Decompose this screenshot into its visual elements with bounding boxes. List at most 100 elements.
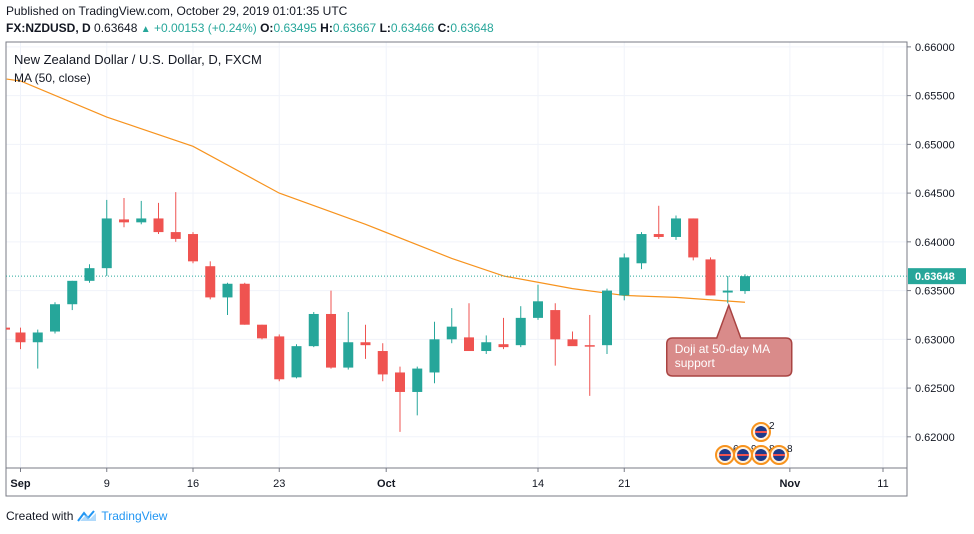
candle[interactable]	[602, 288, 612, 354]
candle-body	[188, 234, 198, 262]
candle[interactable]	[481, 335, 492, 354]
candle[interactable]	[550, 303, 561, 366]
symbol-info-line: FX:NZDUSD, D 0.63648 ▲ +0.00153 (+0.24%)…	[6, 21, 494, 35]
candle[interactable]	[15, 327, 26, 350]
candle[interactable]	[636, 232, 647, 270]
time-tick-label: Sep	[10, 478, 30, 490]
candle-body	[619, 257, 630, 296]
candle-body	[740, 276, 750, 292]
candle[interactable]	[498, 317, 509, 350]
candle[interactable]	[533, 284, 543, 320]
candle[interactable]	[101, 199, 112, 276]
candle-body	[170, 232, 181, 239]
event-marker-us-flag-stripe	[719, 454, 731, 456]
candle-body	[205, 266, 216, 298]
candle-body	[377, 351, 388, 375]
candle-body	[429, 339, 440, 373]
event-marker-us-flag-stripe	[755, 454, 767, 456]
candle[interactable]	[412, 366, 423, 416]
candle-body	[239, 283, 250, 325]
candle[interactable]	[119, 197, 129, 228]
candle-body	[481, 342, 492, 352]
candle[interactable]	[257, 324, 267, 340]
up-arrow-icon: ▲	[140, 24, 151, 35]
candle[interactable]	[567, 331, 578, 347]
candles-layer[interactable]	[6, 192, 750, 432]
price-tick-label: 0.63500	[915, 286, 955, 298]
candle-body	[50, 304, 60, 332]
time-tick-label: 9	[104, 478, 110, 490]
candle[interactable]	[291, 344, 302, 379]
event-marker-us[interactable]: 8	[769, 444, 793, 465]
time-tick-label: 14	[532, 478, 544, 490]
price-axis[interactable]: 0.62000 0.62500 0.63000 0.63500 0.64000 0.645…	[907, 42, 955, 444]
candle[interactable]	[515, 306, 526, 348]
candle-body	[705, 259, 716, 296]
candle[interactable]	[188, 232, 198, 264]
candle[interactable]	[584, 314, 595, 396]
candle-body	[101, 218, 112, 269]
candle-body	[136, 218, 147, 223]
footer: Created with TradingView	[6, 509, 167, 523]
candle[interactable]	[653, 205, 664, 239]
event-marker-us-count: 8	[787, 444, 793, 455]
candle[interactable]	[395, 366, 405, 432]
candle[interactable]	[136, 200, 147, 225]
candle[interactable]	[67, 280, 78, 311]
event-marker-nz[interactable]: 2	[751, 421, 775, 442]
candle-partial	[6, 327, 10, 330]
candle[interactable]	[360, 324, 371, 359]
candle[interactable]	[446, 308, 457, 344]
candle[interactable]	[205, 261, 216, 300]
candle-body	[119, 219, 129, 223]
candle-body	[326, 313, 336, 368]
candle-body	[32, 332, 43, 343]
price-tick-label: 0.65500	[915, 91, 955, 103]
candle-body	[222, 283, 233, 298]
candle-body	[15, 332, 26, 343]
low-value: 0.63466	[390, 21, 435, 35]
candle-body	[274, 336, 285, 380]
candle-body	[688, 218, 699, 258]
candle[interactable]	[429, 321, 440, 384]
candle-body	[412, 368, 423, 392]
candle-body	[308, 313, 319, 347]
candle[interactable]	[740, 274, 750, 294]
chart-title: New Zealand Dollar / U.S. Dollar, D, FXC…	[14, 52, 262, 67]
candle[interactable]	[671, 215, 681, 240]
ma-line-layer	[6, 78, 746, 303]
candle[interactable]	[222, 282, 233, 315]
time-axis[interactable]: Sep 9 16 23 Oct 14 21 Nov 11	[10, 468, 889, 490]
candle[interactable]	[343, 312, 354, 370]
candle[interactable]	[32, 329, 43, 369]
candle[interactable]	[170, 192, 181, 242]
annotation-text-line1: Doji at 50-day MA	[675, 342, 770, 356]
symbol-label[interactable]: FX:NZDUSD, D	[6, 21, 91, 35]
tradingview-brand[interactable]: TradingView	[101, 509, 168, 523]
candle[interactable]	[84, 264, 95, 283]
last-price: 0.63648	[94, 21, 138, 35]
candle[interactable]	[464, 303, 474, 352]
price-tick-label: 0.62000	[915, 432, 955, 444]
candle[interactable]	[308, 312, 319, 348]
candle[interactable]	[619, 253, 630, 301]
candle-body	[498, 344, 509, 348]
candle[interactable]	[274, 334, 285, 382]
candle-body	[291, 346, 302, 378]
candle[interactable]	[377, 343, 388, 382]
price-change: +0.00153 (+0.24%)	[154, 21, 257, 35]
candle-body	[567, 339, 578, 347]
ma50-line	[6, 78, 746, 303]
candle[interactable]	[722, 275, 733, 304]
grid-lines	[6, 42, 907, 468]
time-tick-label: 21	[618, 478, 630, 490]
candle-body	[153, 218, 164, 233]
candle[interactable]	[705, 257, 716, 296]
candle[interactable]	[50, 302, 60, 334]
candle[interactable]	[239, 282, 250, 325]
candle[interactable]	[153, 202, 164, 235]
candle[interactable]	[688, 218, 699, 261]
price-tick-label: 0.63000	[915, 334, 955, 346]
candle[interactable]	[326, 290, 336, 369]
